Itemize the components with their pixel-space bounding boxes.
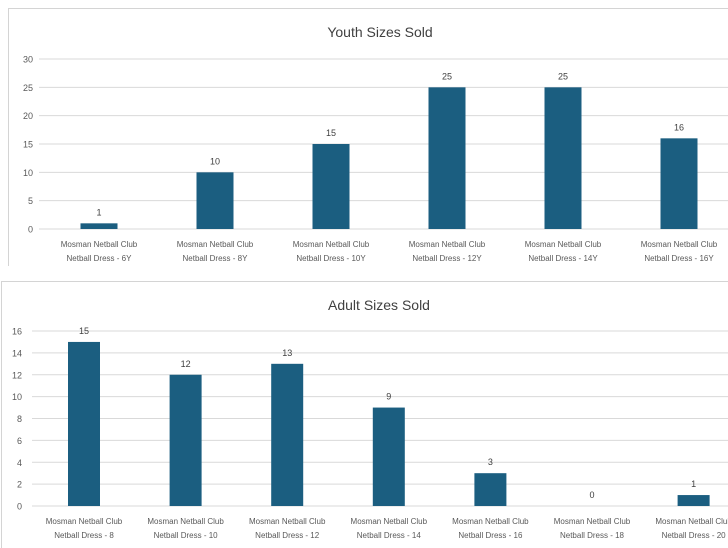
x-tick-label: Netball Dress - 18 — [560, 531, 625, 540]
y-tick-label: 4 — [17, 458, 22, 468]
y-tick-label: 10 — [23, 168, 33, 178]
bar — [196, 172, 234, 229]
x-tick-label: Mosman Netball Club — [177, 240, 254, 249]
youth-sizes-chart: Youth Sizes Sold 0 5 10 15 20 25 30 1 Mosman Net… — [23, 24, 728, 263]
bar — [660, 138, 698, 229]
x-tick-label: Netball Dress - 16Y — [644, 254, 714, 263]
bar — [80, 223, 118, 229]
data-label: 16 — [674, 122, 684, 132]
x-tick-label: Netball Dress - 16 — [458, 531, 523, 540]
bar — [428, 87, 466, 229]
x-tick-label: Netball Dress - 8 — [54, 531, 114, 540]
bar — [271, 363, 304, 506]
x-tick-label: Netball Dress - 14 — [357, 531, 422, 540]
y-tick-label: 5 — [28, 196, 33, 206]
bar — [372, 407, 405, 506]
y-tick-label: 15 — [23, 140, 33, 150]
x-tick-label: Netball Dress - 14Y — [528, 254, 598, 263]
chart-separator — [0, 266, 728, 281]
x-tick-label: Netball Dress - 8Y — [183, 254, 249, 263]
x-tick-label: Mosman Netball Club — [641, 240, 718, 249]
data-label: 3 — [488, 457, 493, 467]
y-tick-label: 0 — [28, 225, 33, 235]
x-tick-label: Mosman Netball Club — [525, 240, 602, 249]
x-tick-label: Mosman Netball Club — [249, 517, 326, 526]
y-tick-label: 20 — [23, 111, 33, 121]
y-tick-label: 16 — [12, 327, 22, 337]
data-label: 1 — [691, 479, 696, 489]
data-label: 25 — [558, 71, 568, 81]
x-tick-label: Mosman Netball Club — [554, 517, 631, 526]
x-tick-label: Mosman Netball Club — [409, 240, 486, 249]
data-label: 0 — [589, 490, 594, 500]
data-label: 9 — [386, 392, 391, 402]
y-tick-label: 25 — [23, 83, 33, 93]
adult-sizes-chart-panel: Adult Sizes Sold 0 2 4 6 8 10 12 14 16 15 Mosman N… — [1, 281, 728, 548]
data-label: 1 — [96, 207, 101, 217]
bar — [312, 144, 350, 229]
youth-sizes-chart-panel: Youth Sizes Sold 0 5 10 15 20 25 30 1 Mosman Net… — [8, 8, 728, 268]
bar — [68, 341, 100, 506]
x-tick-label: Mosman Netball Club — [46, 517, 123, 526]
data-label: 13 — [282, 348, 292, 358]
y-tick-label: 0 — [17, 502, 22, 512]
y-tick-label: 2 — [17, 480, 22, 490]
data-label: 15 — [326, 128, 336, 138]
data-label: 25 — [442, 71, 452, 81]
y-tick-label: 8 — [17, 414, 22, 424]
x-tick-label: Netball Dress - 6Y — [67, 254, 133, 263]
x-tick-label: Mosman Netball Club — [61, 240, 138, 249]
data-label: 15 — [79, 326, 89, 336]
chart-title: Youth Sizes Sold — [327, 24, 432, 40]
bar — [474, 473, 507, 506]
y-tick-label: 6 — [17, 436, 22, 446]
bar — [169, 374, 202, 506]
bar — [544, 87, 582, 229]
x-tick-label: Mosman Netball Club — [452, 517, 529, 526]
x-tick-label: Netball Dress - 10 — [154, 531, 219, 540]
x-tick-label: Netball Dress - 12Y — [412, 254, 482, 263]
x-tick-label: Mosman Netball Club — [655, 517, 728, 526]
data-label: 12 — [181, 359, 191, 369]
bar — [677, 495, 710, 506]
data-label: 10 — [210, 156, 220, 166]
y-tick-label: 14 — [12, 348, 22, 358]
y-tick-label: 12 — [12, 370, 22, 380]
x-tick-label: Netball Dress - 10Y — [296, 254, 366, 263]
chart-title: Adult Sizes Sold — [328, 297, 430, 313]
x-tick-label: Netball Dress - 20 — [662, 531, 727, 540]
y-tick-label: 30 — [23, 55, 33, 65]
y-tick-label: 10 — [12, 392, 22, 402]
x-tick-label: Mosman Netball Club — [293, 240, 370, 249]
x-tick-label: Netball Dress - 12 — [255, 531, 320, 540]
x-tick-label: Mosman Netball Club — [147, 517, 224, 526]
x-tick-label: Mosman Netball Club — [351, 517, 428, 526]
